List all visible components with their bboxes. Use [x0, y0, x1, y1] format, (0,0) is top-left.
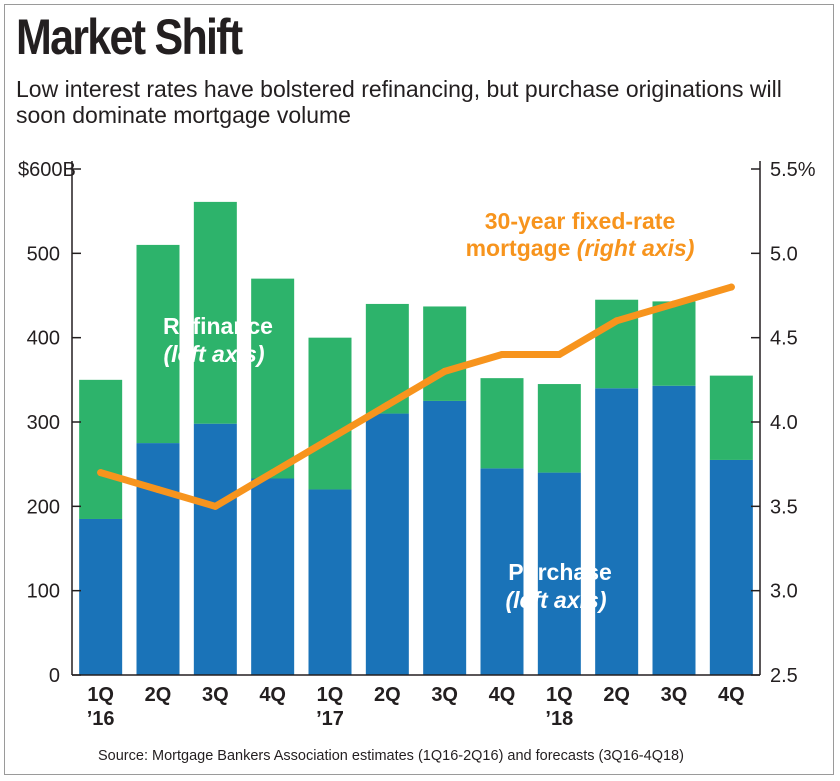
rate-annotation: 30-year fixed-rate — [485, 208, 676, 234]
purchase-bar-4 — [251, 478, 295, 675]
axes-group — [71, 161, 761, 676]
refinance-bar-8 — [480, 378, 524, 469]
left-tick-label-5: 500 — [27, 243, 60, 265]
refinance-bar-5 — [308, 337, 352, 490]
x-tick-label-2: 2Q — [145, 684, 172, 706]
refinance-bar-7 — [423, 306, 467, 401]
stacked-bar-chart: 0 100 200 300 400 500 $600B 2.5 3.0 3.5 4.0 4.5 5.0 5… — [18, 159, 816, 730]
left-tick-label-3: 300 — [27, 412, 60, 434]
left-tick-label-2: 200 — [27, 496, 60, 518]
year-label-5: ’17 — [316, 708, 344, 730]
source-note: Source: Mortgage Bankers Association est… — [98, 748, 684, 764]
x-tick-label-11: 3Q — [661, 684, 688, 706]
rate-point-4 — [269, 469, 277, 477]
refinance-bar-12 — [709, 375, 753, 460]
rate-annotation-right-axis: (right axis) — [577, 235, 695, 261]
year-label-9: ’18 — [545, 708, 573, 730]
x-tick-label-10: 2Q — [603, 684, 630, 706]
rate-point-2 — [154, 485, 162, 493]
right-tick-label-2: 3.5 — [770, 496, 798, 518]
labels-group: 0 100 200 300 400 500 $600B 2.5 3.0 3.5 4.0 4.5 5.0 5… — [18, 159, 816, 730]
bars-group — [79, 201, 753, 675]
purchase-bar-11 — [652, 385, 696, 675]
rate-line — [97, 283, 735, 510]
refinance-annotation-axis: (left axis) — [164, 341, 265, 367]
purchase-bar-8 — [480, 468, 524, 675]
left-tick-label-0: 0 — [49, 665, 60, 687]
chart-title: Market Shift — [16, 9, 243, 65]
refinance-bar-3 — [193, 201, 237, 424]
purchase-bar-5 — [308, 489, 352, 675]
x-tick-label-6: 2Q — [374, 684, 401, 706]
chart-frame — [4, 4, 834, 775]
rate-point-7 — [441, 367, 449, 375]
year-label-1: ’16 — [87, 708, 115, 730]
rate-point-5 — [326, 435, 334, 443]
rate-point-10 — [613, 317, 621, 325]
left-tick-label-4: 400 — [27, 328, 60, 350]
purchase-bar-10 — [595, 388, 639, 675]
x-tick-label-5: 1Q — [317, 684, 344, 706]
rate-point-11 — [670, 300, 678, 308]
purchase-bar-12 — [709, 459, 753, 675]
rate-point-8 — [498, 351, 506, 359]
right-tick-label-5: 5.0 — [770, 243, 798, 265]
rate-point-9 — [555, 351, 563, 359]
right-tick-label-6: 5.5% — [770, 159, 816, 181]
rate-line-group — [97, 283, 735, 510]
chart-subtitle: Low interest rates have bolstered refina… — [16, 76, 782, 128]
purchase-bar-7 — [423, 400, 467, 675]
purchase-bar-3 — [193, 423, 237, 675]
rate-point-12 — [727, 283, 735, 291]
purchase-bar-9 — [537, 472, 581, 675]
purchase-bar-1 — [79, 518, 123, 675]
x-tick-label-8: 4Q — [489, 684, 516, 706]
x-tick-label-9: 1Q — [546, 684, 573, 706]
refinance-annotation: Refinance — [163, 313, 273, 339]
purchase-bar-6 — [365, 413, 409, 675]
x-tick-label-4: 4Q — [259, 684, 286, 706]
right-tick-label-1: 3.0 — [770, 581, 798, 603]
refinance-bar-11 — [652, 301, 696, 386]
rate-point-1 — [97, 469, 105, 477]
refinance-bar-4 — [251, 278, 295, 479]
right-tick-label-3: 4.0 — [770, 412, 798, 434]
purchase-bar-2 — [136, 443, 180, 675]
right-tick-label-4: 4.5 — [770, 328, 798, 350]
x-tick-label-7: 3Q — [431, 684, 458, 706]
right-tick-label-0: 2.5 — [770, 665, 798, 687]
refinance-bar-9 — [537, 384, 581, 473]
rate-annotation-mortgage: mortgage — [466, 235, 577, 261]
purchase-annotation: Purchase — [508, 559, 612, 585]
refinance-bar-1 — [79, 379, 123, 519]
left-tick-label-1: 100 — [27, 581, 60, 603]
x-tick-label-1: 1Q — [87, 684, 114, 706]
x-tick-label-12: 4Q — [718, 684, 745, 706]
rate-point-6 — [383, 401, 391, 409]
purchase-annotation-axis: (left axis) — [506, 587, 607, 613]
x-tick-label-3: 3Q — [202, 684, 229, 706]
left-tick-label-6: $600B — [18, 159, 76, 181]
refinance-bar-2 — [136, 244, 180, 444]
rate-point-3 — [211, 502, 219, 510]
rate-annotation-axis: mortgage (right axis) — [466, 235, 695, 261]
